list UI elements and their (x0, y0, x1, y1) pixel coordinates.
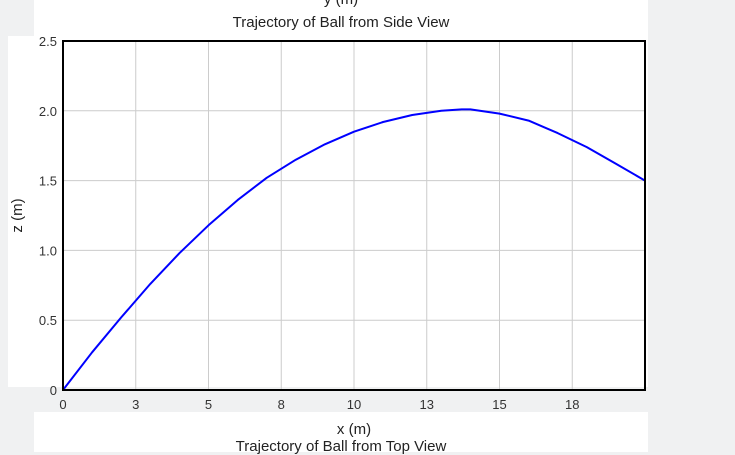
x-tick-label: 8 (278, 397, 285, 412)
y-tick-label: 2.5 (39, 34, 57, 49)
x-tick-label: 0 (59, 397, 66, 412)
x-tick-label: 10 (347, 397, 361, 412)
previous-axis-label: y (m) (324, 0, 358, 8)
series-layer (62, 108, 646, 391)
y-tick-label: 1.0 (39, 243, 57, 258)
y-axis-label: z (m) (9, 198, 26, 232)
plot-frame (62, 40, 646, 391)
x-tick-label: 5 (205, 397, 212, 412)
chart-panel-top (34, 0, 648, 36)
chart-panel (8, 36, 648, 387)
y-tick-label: 0 (50, 383, 57, 398)
x-axis-label: x (m) (337, 421, 371, 438)
chart-title: Trajectory of Ball from Side View (232, 14, 450, 31)
x-tick-label: 3 (132, 397, 139, 412)
tick-labels: 0 3 5 8 10 13 15 18 0 0.5 1.0 1.5 2.0 2.5 (39, 34, 580, 412)
trajectory-line (62, 108, 646, 391)
grid (62, 40, 645, 391)
y-tick-label: 0.5 (39, 313, 57, 328)
next-chart-title: Trajectory of Ball from Top View (235, 438, 447, 455)
y-tick-label: 1.5 (39, 174, 57, 189)
x-tick-label: 15 (492, 397, 506, 412)
x-tick-label: 13 (420, 397, 434, 412)
y-tick-label: 2.0 (39, 104, 57, 119)
chart-panel-next (34, 412, 648, 452)
x-tick-label: 18 (565, 397, 579, 412)
